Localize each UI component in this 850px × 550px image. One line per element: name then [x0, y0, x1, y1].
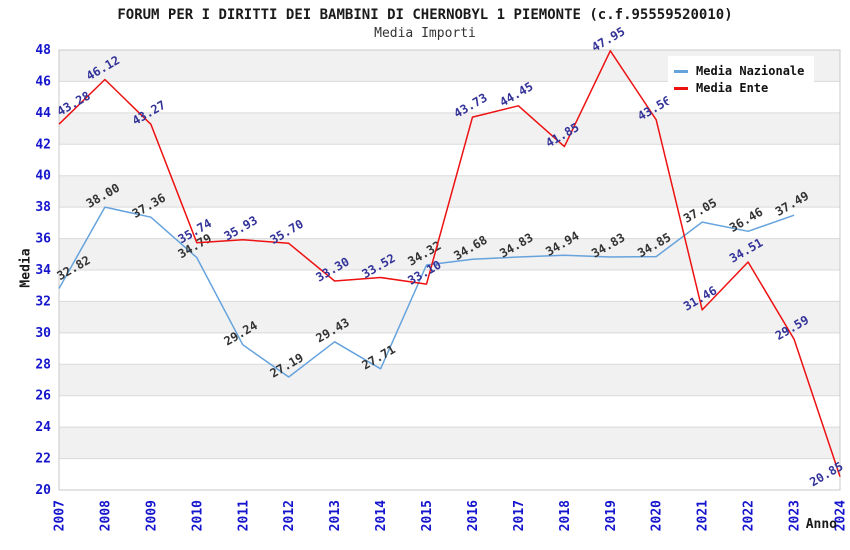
y-tick-label: 34 [35, 263, 51, 278]
y-axis-title: Media [18, 248, 34, 288]
y-tick-label: 24 [35, 420, 51, 435]
y-tick-label: 26 [35, 389, 51, 404]
series-line-media-nazionale [58, 206, 795, 378]
y-tick-label: 48 [35, 43, 51, 58]
x-tick-label: 2017 [512, 500, 527, 531]
x-axis-title: Anno [805, 517, 837, 532]
plot-border [58, 49, 841, 491]
legend-item-media-nazionale: Media Nazionale [674, 64, 808, 78]
x-tick-label: 2011 [236, 500, 251, 531]
data-label-media-ente: 44.45 [497, 79, 535, 109]
grid-band [59, 364, 840, 396]
grid-band [59, 427, 840, 459]
x-tick-label: 2021 [696, 500, 711, 531]
y-tick-label: 40 [35, 169, 51, 184]
grid-band [59, 301, 840, 333]
y-tick-label: 32 [35, 294, 51, 309]
x-tick-label: 2013 [328, 500, 343, 531]
y-tick-label: 20 [35, 483, 51, 498]
y-tick-label: 22 [35, 452, 51, 467]
x-tick-label: 2016 [466, 500, 481, 531]
legend-label-media-ente: Media Ente [696, 81, 769, 95]
x-tick-label: 2020 [650, 500, 665, 531]
chart-title: FORUM PER I DIRITTI DEI BAMBINI DI CHERN… [117, 7, 733, 23]
x-tick-label: 2009 [144, 500, 159, 531]
y-tick-label: 36 [35, 232, 51, 247]
x-tick-label: 2023 [788, 500, 803, 531]
x-tick-label: 2010 [190, 500, 205, 531]
y-tick-label: 46 [35, 74, 51, 89]
grid-band [59, 112, 840, 145]
chart-subtitle: Media Importi [374, 26, 476, 41]
y-tick-label: 42 [35, 137, 51, 152]
x-tick-label: 2019 [604, 500, 619, 531]
legend-swatch-media-nazionale [674, 69, 688, 73]
x-tick-label: 2015 [420, 500, 435, 531]
y-tick-label: 44 [35, 106, 51, 121]
legend: Media Nazionale Media Ente [668, 56, 814, 104]
series-line-media-ente [58, 50, 841, 477]
legend-swatch-media-ente [674, 86, 688, 90]
y-tick-label: 28 [35, 357, 51, 372]
y-tick-label: 30 [35, 326, 51, 341]
x-tick-label: 2018 [558, 500, 573, 531]
x-tick-label: 2014 [374, 500, 389, 531]
y-tick-label: 38 [35, 200, 51, 215]
x-tick-label: 2022 [742, 500, 757, 531]
x-tick-label: 2024 [834, 500, 849, 531]
grid-band [59, 238, 840, 270]
legend-item-media-ente: Media Ente [674, 81, 808, 95]
x-tick-label: 2008 [98, 500, 113, 531]
x-tick-label: 2007 [53, 500, 68, 531]
x-tick-label: 2012 [282, 500, 297, 531]
legend-label-media-nazionale: Media Nazionale [696, 64, 805, 78]
